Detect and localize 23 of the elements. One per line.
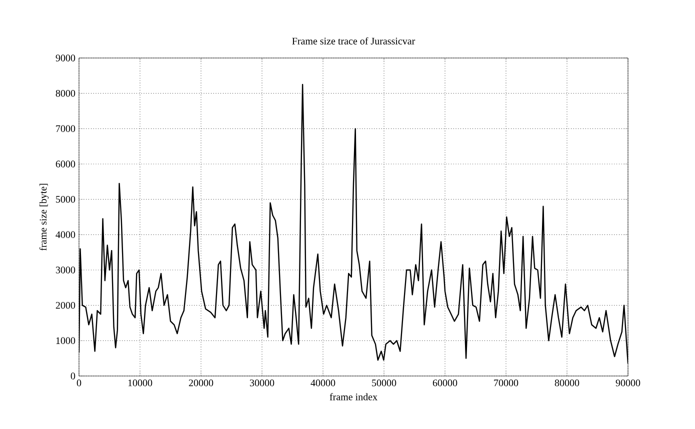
y-tick-label: 6000 [56,160,76,168]
x-tick-label: 10000 [128,380,152,386]
y-tick-label: 0 [70,372,76,380]
x-tick-label: 80000 [554,380,580,386]
x-tick-label: 60000 [432,380,458,386]
y-axis-title: frame size [byte] [39,184,49,251]
x-tick-label: 70000 [494,380,518,386]
x-tick-label: 20000 [188,380,214,386]
y-tick-label: 8000 [56,90,76,97]
y-tick-label: 3000 [56,266,76,274]
x-tick-label: 50000 [372,380,396,386]
y-tick-label: 1000 [56,337,76,344]
x-tick-label: 0 [76,380,82,386]
y-tick-label: 7000 [56,125,76,132]
x-axis-title: frame index [330,393,378,400]
x-tick-label: 30000 [250,380,274,386]
x-tick-label: 40000 [310,380,336,386]
chart-title: Frame size trace of Jurassicvar [292,37,416,44]
y-tick-label: 5000 [56,196,76,203]
y-tick-label: 9000 [56,54,76,62]
y-tick-label: 4000 [56,231,76,238]
y-tick-label: 2000 [56,302,76,309]
x-tick-label: 90000 [616,380,640,386]
